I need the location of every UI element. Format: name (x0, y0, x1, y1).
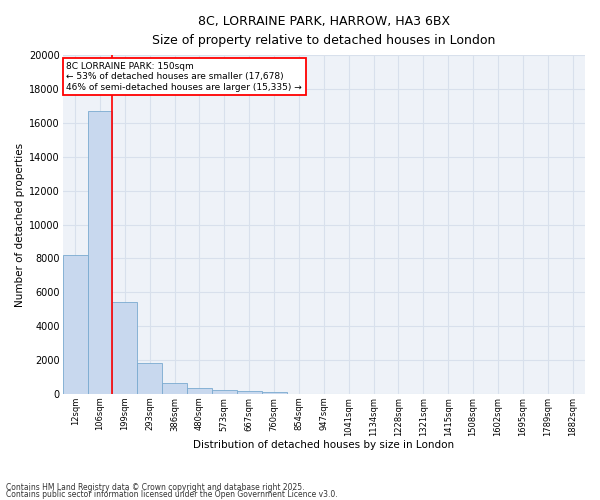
Bar (137, 362, 162, 394)
Bar (262, 392, 287, 394)
Y-axis label: Number of detached properties: Number of detached properties (15, 142, 25, 306)
Bar (62, 255, 88, 394)
Text: 8C LORRAINE PARK: 150sqm
← 53% of detached houses are smaller (17,678)
46% of se: 8C LORRAINE PARK: 150sqm ← 53% of detach… (67, 62, 302, 92)
Bar (162, 383, 187, 394)
Bar (212, 390, 237, 394)
Bar (187, 388, 212, 394)
Text: Contains public sector information licensed under the Open Government Licence v3: Contains public sector information licen… (6, 490, 338, 499)
Text: Contains HM Land Registry data © Crown copyright and database right 2025.: Contains HM Land Registry data © Crown c… (6, 484, 305, 492)
Bar (88, 111, 112, 394)
Title: 8C, LORRAINE PARK, HARROW, HA3 6BX
Size of property relative to detached houses : 8C, LORRAINE PARK, HARROW, HA3 6BX Size … (152, 15, 496, 47)
X-axis label: Distribution of detached houses by size in London: Distribution of detached houses by size … (193, 440, 454, 450)
Bar (112, 302, 137, 394)
Bar (237, 391, 262, 394)
